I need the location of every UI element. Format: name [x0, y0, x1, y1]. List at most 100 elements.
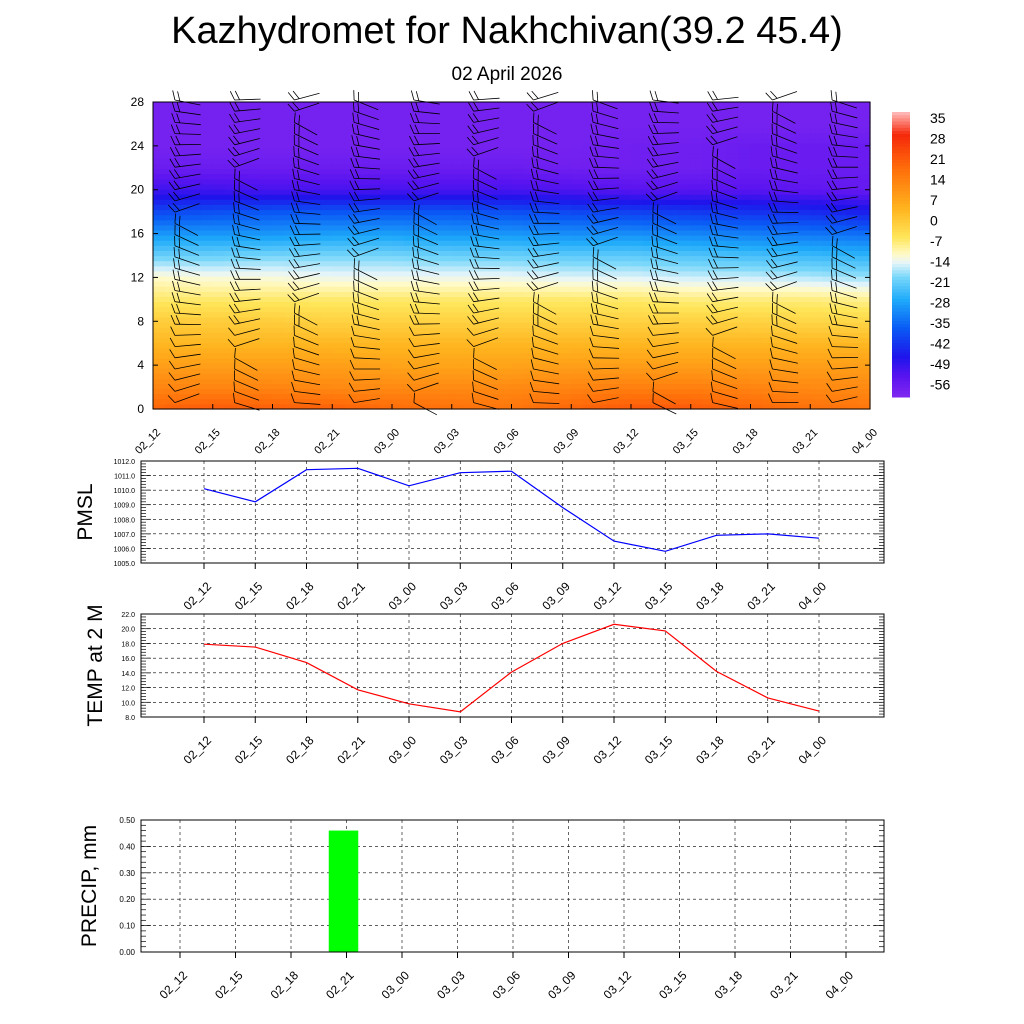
heatmap-cell — [607, 311, 620, 318]
heatmap-cell — [380, 306, 393, 313]
heatmap-cell — [714, 357, 728, 364]
wind-barb — [232, 213, 260, 231]
colorbar-segment — [892, 191, 910, 195]
heatmap-cell — [403, 229, 417, 236]
heatmap-cell — [774, 332, 787, 338]
heatmap-cell — [260, 403, 274, 410]
heatmap-cell — [296, 240, 309, 246]
heatmap-cell — [858, 403, 871, 410]
wind-barb — [169, 146, 201, 157]
heatmap-cell — [499, 142, 513, 149]
heatmap-cell — [296, 250, 309, 257]
heatmap-cell — [726, 229, 740, 236]
pmsl-y-tick-label: 1011.0 — [114, 474, 135, 481]
wind-barb — [587, 191, 619, 202]
heatmap-cell — [607, 275, 620, 282]
wind-barb — [169, 169, 201, 179]
heatmap-cell — [260, 102, 274, 108]
heatmap-x-tick-label: 03_12 — [611, 427, 641, 457]
heatmap-cell — [631, 142, 644, 149]
wind-barb — [473, 347, 497, 370]
heatmap-cell — [702, 153, 716, 159]
heatmap-cell — [810, 383, 823, 390]
heatmap-cell — [583, 286, 596, 292]
heatmap-cell — [284, 342, 297, 349]
wind-barb — [533, 123, 558, 145]
heatmap-cell — [810, 158, 823, 164]
colorbar-segment — [892, 140, 910, 145]
heatmap-cell — [511, 378, 525, 385]
heatmap-cell — [858, 204, 871, 211]
heatmap-cell — [368, 352, 381, 359]
heatmap-cell — [272, 337, 286, 344]
heatmap-cell — [858, 378, 871, 385]
heatmap-cell — [654, 260, 668, 267]
heatmap-cell — [320, 102, 333, 108]
heatmap-cell — [296, 183, 309, 190]
heatmap-cell — [380, 127, 393, 134]
heatmap-cell — [822, 275, 835, 282]
heatmap-cell — [439, 183, 453, 190]
heatmap-cell — [810, 403, 823, 410]
heatmap-cell — [595, 306, 608, 313]
heatmap-cell — [392, 142, 405, 149]
heatmap-cell — [595, 342, 608, 349]
heatmap-cell — [392, 378, 405, 385]
heatmap-cell — [212, 260, 226, 267]
heatmap-cell — [439, 102, 453, 108]
heatmap-cell — [427, 204, 441, 211]
wind-barb — [531, 348, 559, 365]
heatmap-cell — [762, 378, 775, 385]
heatmap-cell — [571, 275, 584, 282]
heatmap-cell — [690, 199, 704, 205]
heatmap-cell — [415, 240, 429, 246]
heatmap-cell — [595, 255, 608, 262]
heatmap-cell — [176, 398, 190, 405]
heatmap-cell — [380, 153, 393, 159]
heatmap-cell — [690, 327, 704, 333]
heatmap-cell — [858, 337, 871, 344]
heatmap-cell — [846, 332, 859, 338]
heatmap-cell — [308, 388, 321, 395]
wind-barb — [591, 101, 619, 120]
heatmap-cell — [332, 316, 345, 323]
heatmap-cell — [607, 260, 620, 267]
pmsl-frame — [140, 460, 885, 564]
heatmap-cell — [523, 383, 536, 390]
wind-barb — [234, 370, 259, 391]
heatmap-cell — [750, 265, 764, 272]
wind-barb — [169, 337, 201, 347]
heatmap-cell — [631, 132, 644, 139]
heatmap-cell — [846, 327, 859, 333]
heatmap-cell — [451, 403, 465, 410]
heatmap-cell — [415, 265, 429, 272]
heatmap-cell — [176, 122, 190, 129]
heatmap-cell — [834, 107, 847, 113]
heatmap-cell — [463, 291, 477, 298]
heatmap-cell — [846, 102, 859, 108]
heatmap-cell — [798, 102, 811, 108]
colorbar-segment — [892, 343, 910, 347]
heatmap-cell — [153, 306, 166, 313]
heatmap-cell — [619, 240, 632, 246]
heatmap-cell — [702, 275, 716, 282]
wind-barb — [771, 123, 797, 144]
heatmap-cell — [236, 199, 250, 205]
heatmap-cell — [296, 148, 309, 154]
heatmap-cell — [583, 342, 596, 349]
heatmap-cell — [714, 127, 728, 134]
wind-barb — [647, 326, 679, 336]
heatmap-cell — [595, 398, 608, 405]
heatmap-cell — [702, 199, 716, 205]
heatmap-cell — [415, 301, 429, 308]
heatmap-cell — [631, 327, 644, 333]
heatmap-cell — [153, 219, 166, 226]
heatmap-cell — [463, 255, 477, 262]
heatmap-cell — [236, 137, 250, 144]
heatmap-cell — [236, 219, 250, 226]
heatmap-cell — [200, 235, 214, 241]
heatmap-cell — [188, 199, 202, 205]
heatmap-cell — [212, 163, 226, 170]
heatmap-cell — [535, 173, 548, 180]
heatmap-cell — [427, 352, 441, 359]
